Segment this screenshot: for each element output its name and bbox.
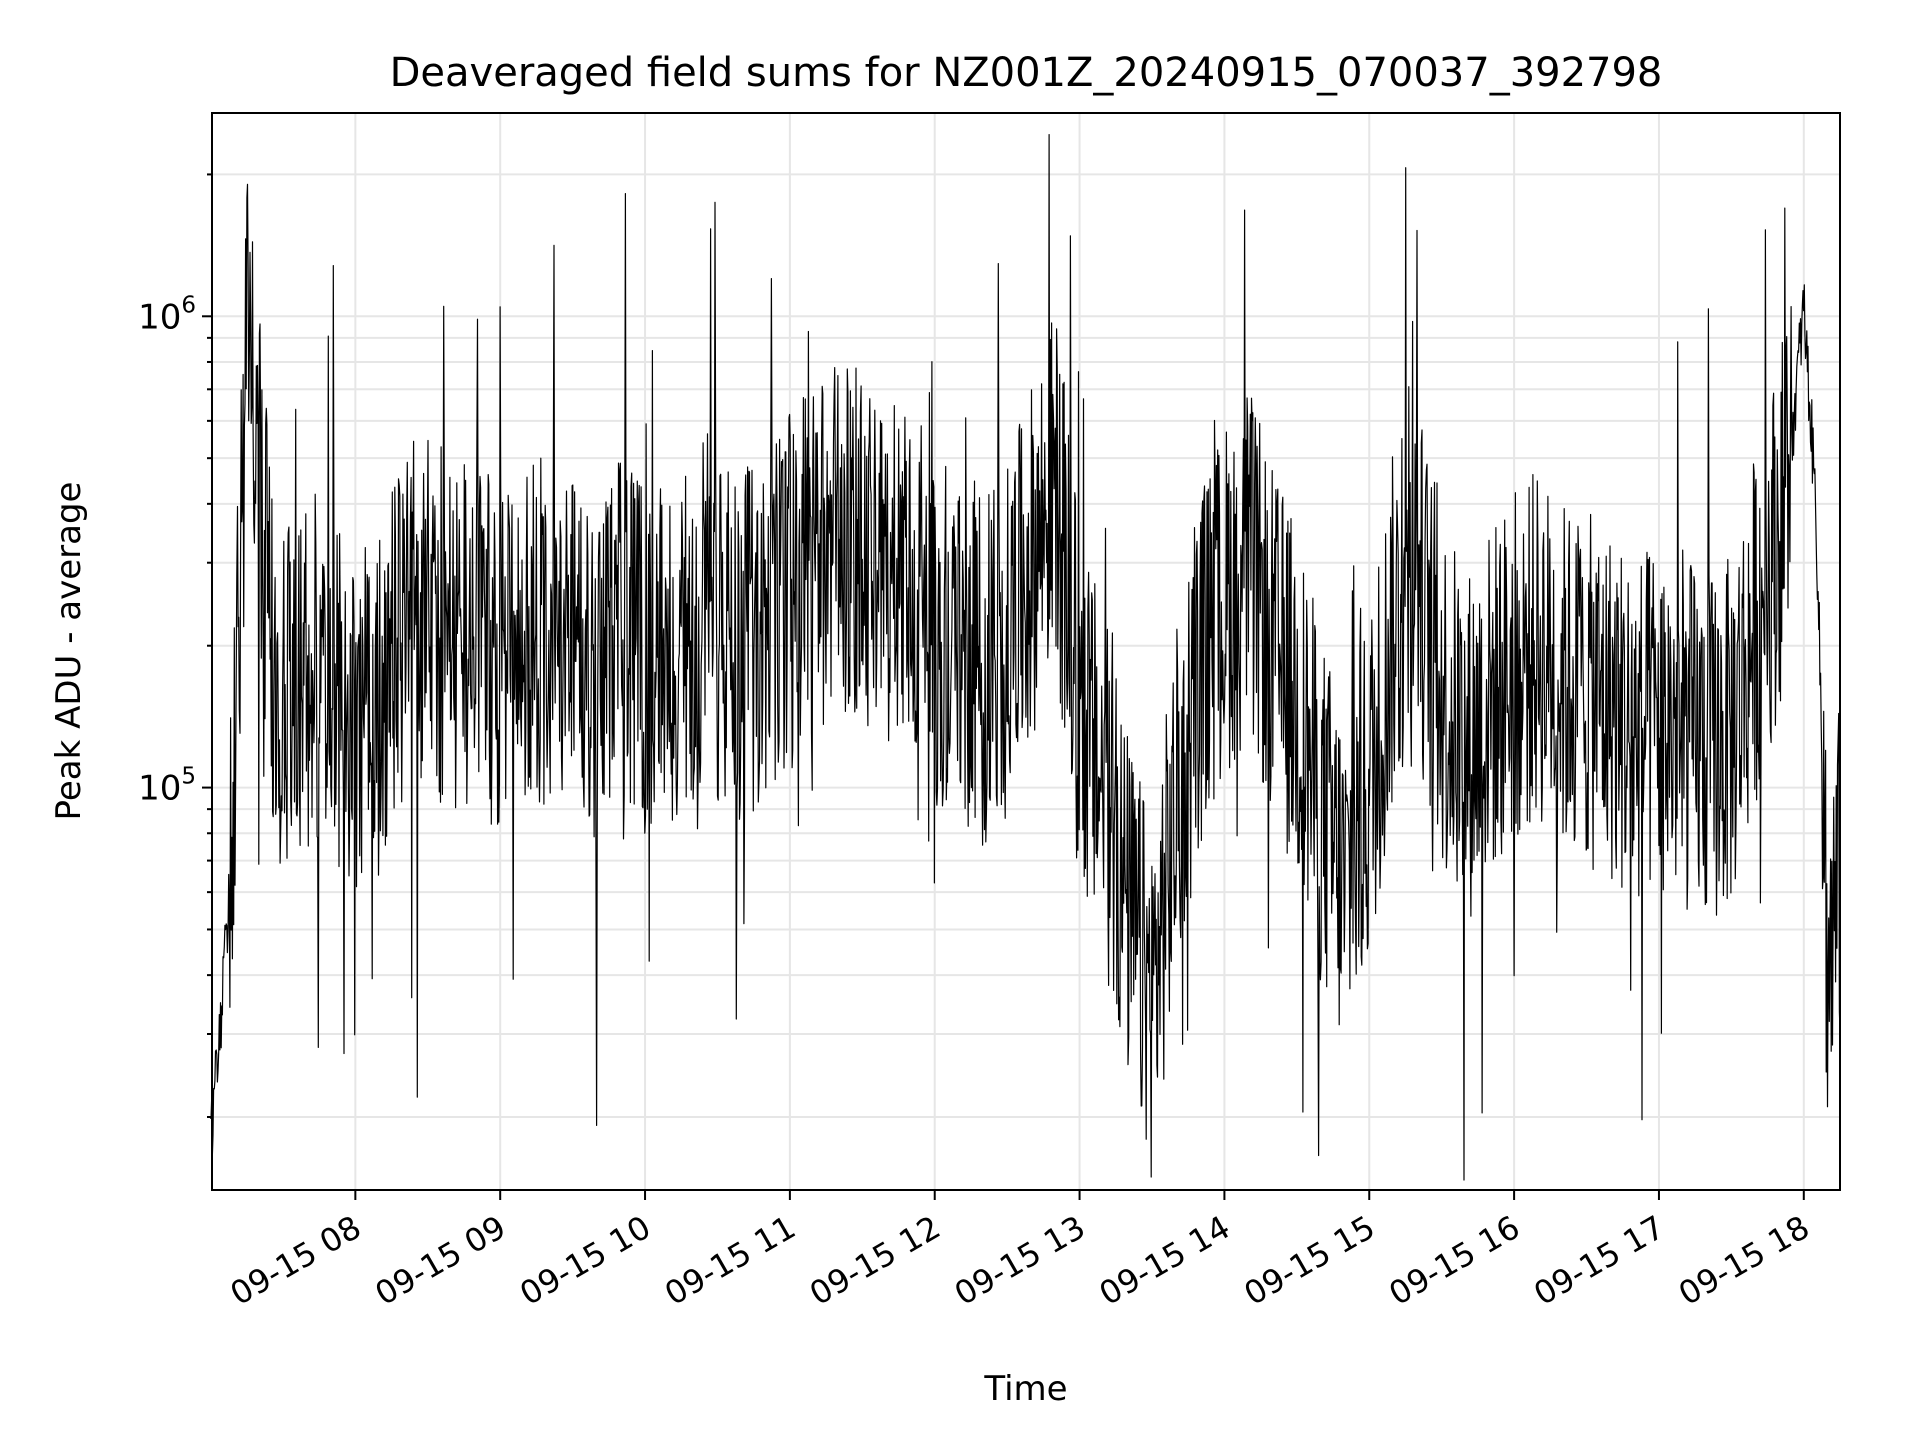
x-axis-label: Time [983, 1369, 1067, 1409]
x-tick-label: 09-15 08 [224, 1208, 368, 1313]
y-tick-label-exp: 5 [181, 764, 196, 790]
y-axis-label: Peak ADU - average [49, 482, 89, 821]
x-tick-label: 09-15 16 [1383, 1208, 1527, 1313]
x-tick-label: 09-15 10 [513, 1208, 657, 1313]
x-tick-label: 09-15 12 [803, 1208, 947, 1313]
x-ticks: 09-15 08 09-15 09 09-15 10 09-15 11 09-15 12… [224, 1190, 1816, 1313]
series-line [209, 134, 1841, 1181]
y-tick-label-exp: 6 [181, 292, 196, 318]
x-tick-label: 09-15 15 [1238, 1208, 1382, 1313]
y-tick-label: 105 [138, 764, 196, 809]
x-tick-label: 09-15 13 [948, 1208, 1092, 1313]
x-tick-label: 09-15 09 [369, 1208, 513, 1313]
y-tick-label-base: 10 [138, 769, 181, 809]
x-tick-label: 09-15 14 [1093, 1208, 1237, 1313]
y-tick-label: 106 [138, 292, 196, 337]
y-tick-label-base: 10 [138, 297, 181, 337]
x-tick-label: 09-15 17 [1527, 1208, 1671, 1313]
plot-frame [211, 112, 1841, 1191]
x-tick-label: 09-15 11 [658, 1208, 802, 1313]
chart-title: Deaveraged field sums for NZ001Z_2024091… [390, 50, 1663, 96]
x-tick-label: 09-15 18 [1672, 1208, 1816, 1313]
